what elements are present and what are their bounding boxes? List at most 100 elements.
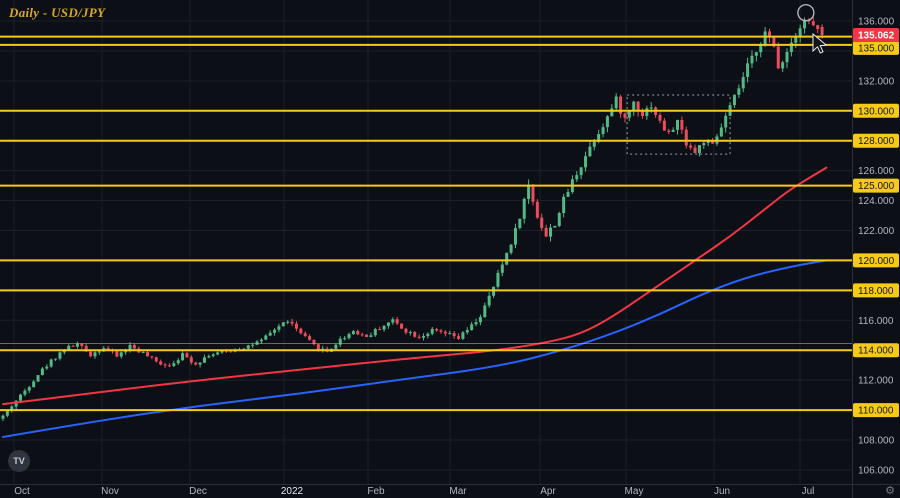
candle-body [207, 356, 211, 358]
candle-body [426, 333, 430, 337]
candle-body [702, 143, 706, 146]
ma-line-slow-blue[interactable] [2, 259, 828, 438]
candle-body [518, 218, 522, 229]
sr-price-label: 120.000 [858, 256, 895, 267]
candle-body [211, 354, 215, 357]
sr-price-label: 130.000 [858, 106, 895, 117]
consolidation-range-box[interactable] [626, 94, 731, 155]
candle-body [194, 362, 198, 365]
candle-body [294, 323, 298, 329]
candle-body [549, 227, 552, 237]
price-tick-label[interactable]: 122.000 [858, 226, 895, 237]
time-tick-label[interactable]: Nov [101, 486, 119, 497]
candle-body [356, 331, 360, 335]
candle-body [478, 317, 482, 323]
candle-body [259, 339, 263, 342]
price-tick-label[interactable]: 126.000 [858, 166, 895, 177]
candle-body [535, 201, 539, 218]
time-tick-label[interactable]: May [625, 486, 644, 497]
candle-body [229, 351, 233, 353]
candle-body [404, 328, 408, 333]
price-tick-label[interactable]: 116.000 [858, 316, 894, 327]
candle-body [461, 332, 465, 339]
candle-body [23, 390, 27, 395]
candle-body [452, 333, 456, 337]
time-tick-label[interactable]: Dec [189, 486, 207, 497]
candle-body [216, 352, 220, 355]
candle-body [154, 357, 158, 362]
time-tick-label[interactable]: Jul [802, 486, 815, 497]
candle-body [119, 352, 123, 357]
sr-price-label-bg [853, 403, 899, 418]
candle-body [610, 108, 614, 117]
ma-line-fast-red[interactable] [2, 166, 828, 406]
candle-body [470, 324, 474, 331]
candle-body [19, 394, 23, 401]
candle-body [640, 111, 644, 117]
candle-body [268, 332, 272, 336]
candle-body [75, 343, 79, 347]
candle-body [706, 140, 710, 144]
candle-body [680, 119, 684, 130]
candle-body [785, 51, 789, 63]
time-tick-label[interactable]: Feb [367, 486, 385, 497]
price-tick-label[interactable]: 124.000 [858, 196, 895, 207]
candle-body [435, 328, 439, 331]
candlestick-series [1, 15, 824, 422]
candle-body [430, 328, 434, 334]
candle-body [246, 345, 250, 349]
support-resistance-lines[interactable] [0, 35, 852, 412]
candle-body [794, 37, 798, 43]
time-tick-label[interactable]: Apr [540, 486, 556, 497]
chart-title: Daily - USD/JPY [9, 5, 106, 20]
candle-body [531, 184, 535, 202]
candle-body [1, 415, 5, 419]
candle-body [303, 333, 307, 337]
candle-body [417, 336, 421, 338]
mouse-cursor [812, 32, 828, 54]
candle-body [566, 192, 570, 197]
candle-body [360, 334, 364, 336]
price-tick-label[interactable]: 108.000 [858, 436, 895, 447]
candle-body [772, 37, 776, 47]
candle-body [816, 25, 820, 30]
sr-price-label-bg [853, 253, 899, 268]
candle-body [189, 357, 193, 363]
candle-body [308, 336, 312, 340]
sr-price-label-bg [853, 343, 899, 358]
candle-body [811, 21, 815, 26]
time-tick-label[interactable]: Mar [449, 486, 467, 497]
candle-body [619, 96, 623, 114]
candle-body [172, 363, 176, 366]
time-tick-label[interactable]: Jun [714, 486, 730, 497]
price-tick-label[interactable]: 112.000 [858, 376, 894, 387]
candle-body [803, 19, 807, 29]
time-tick-label[interactable]: Oct [14, 486, 30, 497]
candle-body [408, 332, 412, 334]
candle-body [251, 344, 255, 346]
candle-body [658, 114, 662, 121]
last-price-label-bg [853, 27, 899, 42]
time-axis[interactable]: Oct Nov Dec 2022 Feb Mar Apr May Jun Jul [14, 486, 814, 497]
settings-gear-icon[interactable]: ⚙ [885, 485, 895, 497]
time-tick-label[interactable]: 2022 [281, 486, 304, 497]
candle-body [614, 96, 618, 109]
candle-body [597, 134, 601, 142]
price-axis[interactable]: 136.000 132.000 126.000 124.000 122.000 116.0… [853, 16, 899, 476]
candle-body [522, 198, 526, 219]
price-tick-label[interactable]: 136.000 [858, 16, 895, 27]
candle-body [820, 26, 824, 35]
candle-body [750, 55, 754, 64]
candle-body [636, 101, 640, 112]
gridlines [0, 0, 852, 484]
candle-body [181, 353, 185, 361]
candle-body [277, 326, 281, 330]
price-tick-label[interactable]: 106.000 [858, 465, 895, 476]
price-tick-label[interactable]: 132.000 [858, 76, 895, 87]
candle-body [421, 336, 425, 338]
last-price-label: 135.062 [858, 30, 895, 41]
sr-price-label: 114.000 [858, 346, 894, 357]
candle-body [413, 332, 417, 337]
tradingview-logo[interactable]: TV [8, 450, 30, 472]
